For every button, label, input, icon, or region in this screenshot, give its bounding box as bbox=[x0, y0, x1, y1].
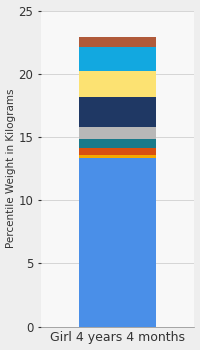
Bar bbox=[79, 127, 156, 139]
Bar bbox=[79, 155, 156, 159]
Bar bbox=[79, 71, 156, 97]
Bar bbox=[79, 47, 156, 71]
Bar bbox=[79, 139, 156, 148]
Bar bbox=[79, 37, 156, 47]
Y-axis label: Percentile Weight in Kilograms: Percentile Weight in Kilograms bbox=[6, 89, 16, 248]
Bar bbox=[79, 148, 156, 155]
Bar bbox=[79, 97, 156, 127]
Bar bbox=[79, 159, 156, 327]
